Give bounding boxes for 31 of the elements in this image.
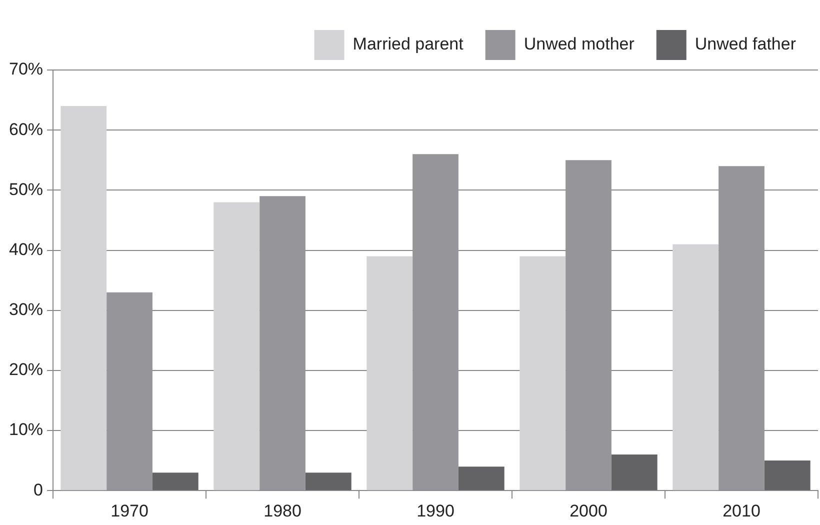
x-tick-label: 2000: [570, 501, 608, 520]
y-tick-label: 50%: [8, 180, 44, 199]
y-tick-label: 60%: [8, 120, 44, 139]
y-tick-label: 20%: [8, 360, 44, 380]
x-tick-label: 1970: [110, 501, 148, 520]
bar: [520, 256, 566, 490]
y-tick-label: 40%: [8, 240, 44, 259]
bar: [718, 166, 764, 490]
bar: [214, 202, 260, 490]
y-tick-label: 0: [34, 480, 44, 500]
bar: [611, 454, 658, 490]
y-tick-label: 10%: [8, 420, 44, 440]
bar: [458, 466, 504, 490]
y-tick-label: 70%: [8, 60, 44, 79]
x-tick-label: 1980: [264, 501, 302, 520]
bar: [366, 256, 413, 490]
bar: [106, 292, 152, 490]
legend-label: Unwed mother: [524, 34, 635, 54]
x-tick-label: 1990: [416, 501, 454, 520]
legend-label: Unwed father: [694, 34, 796, 54]
x-tick-label: 2010: [722, 501, 760, 520]
bar: [152, 472, 198, 490]
bar: [260, 196, 306, 490]
bar: [566, 160, 612, 490]
bar: [672, 244, 719, 490]
y-tick-label: 30%: [8, 300, 44, 320]
bar: [305, 472, 352, 490]
bar: [412, 154, 458, 490]
bar: [764, 460, 810, 490]
bar: [60, 106, 107, 490]
legend-label: Married parent: [352, 34, 464, 54]
